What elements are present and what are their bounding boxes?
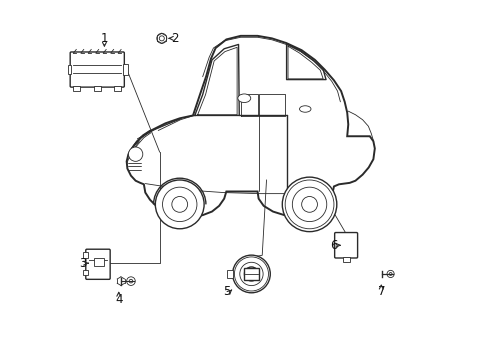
Circle shape bbox=[157, 33, 167, 43]
Circle shape bbox=[92, 265, 100, 274]
Text: 2: 2 bbox=[172, 32, 179, 45]
Circle shape bbox=[293, 187, 327, 222]
Text: 7: 7 bbox=[377, 285, 385, 298]
Circle shape bbox=[282, 177, 337, 231]
Circle shape bbox=[337, 238, 344, 245]
Circle shape bbox=[345, 237, 354, 246]
Bar bbox=[226, 270, 233, 278]
Circle shape bbox=[159, 36, 164, 41]
Bar bbox=[343, 257, 350, 262]
Text: 5: 5 bbox=[223, 285, 231, 298]
FancyBboxPatch shape bbox=[70, 52, 124, 87]
Circle shape bbox=[172, 197, 188, 212]
Circle shape bbox=[245, 267, 258, 281]
Circle shape bbox=[128, 147, 143, 161]
FancyBboxPatch shape bbox=[86, 249, 110, 279]
FancyBboxPatch shape bbox=[335, 233, 358, 258]
Circle shape bbox=[347, 239, 352, 244]
Circle shape bbox=[387, 270, 394, 278]
Circle shape bbox=[94, 267, 98, 272]
Bar bbox=[82, 252, 88, 258]
Circle shape bbox=[163, 187, 197, 222]
Circle shape bbox=[389, 273, 392, 275]
Ellipse shape bbox=[299, 106, 311, 112]
Bar bbox=[123, 64, 127, 75]
Circle shape bbox=[344, 258, 348, 262]
Text: 1: 1 bbox=[100, 32, 108, 45]
Circle shape bbox=[86, 73, 91, 78]
Bar bbox=[73, 86, 80, 91]
Circle shape bbox=[155, 180, 204, 229]
Ellipse shape bbox=[238, 94, 251, 103]
Bar bbox=[114, 86, 122, 91]
Polygon shape bbox=[126, 36, 375, 217]
Circle shape bbox=[302, 197, 318, 212]
Circle shape bbox=[285, 180, 334, 229]
Bar bbox=[245, 267, 259, 280]
Circle shape bbox=[233, 255, 270, 293]
Bar bbox=[82, 270, 88, 275]
Bar bbox=[94, 258, 104, 266]
Text: 6: 6 bbox=[330, 239, 338, 252]
Text: 4: 4 bbox=[115, 293, 122, 306]
Circle shape bbox=[234, 257, 269, 291]
Circle shape bbox=[240, 262, 263, 285]
Circle shape bbox=[248, 271, 255, 277]
Circle shape bbox=[126, 277, 135, 285]
Text: 3: 3 bbox=[79, 257, 87, 270]
Circle shape bbox=[129, 279, 133, 283]
Bar bbox=[94, 86, 101, 91]
Bar bbox=[68, 65, 71, 74]
Circle shape bbox=[104, 73, 109, 78]
